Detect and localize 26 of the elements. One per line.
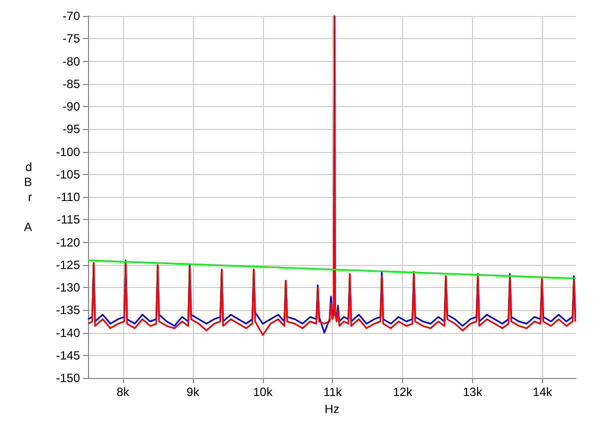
y-tick-label: -100 [56, 144, 80, 159]
x-tick-label: 11k [323, 385, 343, 399]
x-tick-label: 10k [253, 385, 274, 399]
y-tick-label: -115 [56, 212, 80, 227]
x-tick-label: 13k [462, 385, 484, 399]
y-tick-label: -85 [62, 76, 80, 91]
y-tick-label: -120 [56, 235, 80, 250]
y-tick-label: -90 [62, 100, 80, 114]
text: dBr A [24, 160, 32, 234]
x-tick-label: 12k [392, 385, 414, 399]
y-tick-label: -80 [62, 54, 80, 68]
y-tick-label: -105 [56, 167, 80, 182]
y-tick-label: -135 [56, 303, 80, 318]
y-tick-label: -75 [62, 32, 80, 46]
y-tick-label: -110 [56, 190, 80, 204]
x-tick-label: 14k [532, 385, 554, 399]
y-tick-label: -140 [56, 326, 80, 340]
y-tick-label: -145 [56, 348, 80, 362]
y-tick-label: -150 [56, 371, 80, 385]
y-tick-label: -95 [62, 122, 80, 136]
y-tick-label: -70 [62, 9, 80, 23]
y-tick-label: -130 [56, 280, 80, 294]
x-tick-label: 9k [186, 385, 200, 399]
x-tick-label: 8k [116, 385, 130, 399]
x-axis-title: Hz [324, 402, 340, 416]
y-tick-label: -125 [56, 258, 80, 272]
